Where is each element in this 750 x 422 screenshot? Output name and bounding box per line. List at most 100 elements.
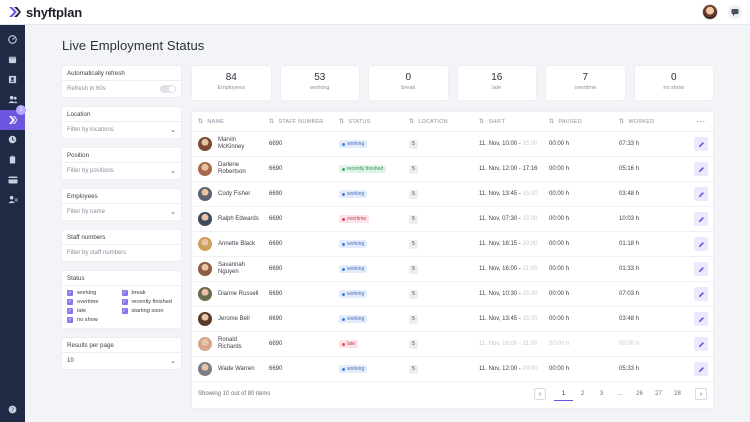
sort-icon: ⇅ (479, 119, 485, 125)
stat-overtime: 7 overtime (546, 66, 625, 100)
edit-button[interactable] (694, 162, 708, 176)
page-27[interactable]: 27 (655, 391, 662, 397)
column-paused[interactable]: ⇅ PAUSED (549, 118, 582, 126)
users-icon[interactable] (6, 93, 19, 106)
calendar-icon[interactable] (6, 53, 19, 66)
page-3[interactable]: 3 (599, 391, 604, 397)
page-28[interactable]: 28 (674, 391, 681, 397)
page-1[interactable]: 1 (554, 388, 573, 401)
column-status[interactable]: ⇅ STATUS (339, 118, 371, 126)
shift-start: 11. Nov, 16:00 - (479, 266, 523, 272)
position-select[interactable]: Filter by positions ⌄ (62, 163, 181, 179)
check-icon: ✓ (67, 290, 73, 296)
paused-time: 00:00 h (549, 316, 570, 322)
credit-card-icon[interactable] (6, 173, 19, 186)
auto-refresh-label: Refresh in 60s (67, 86, 106, 92)
status-badge: working (339, 365, 368, 373)
location-tag: 5 (409, 289, 418, 299)
staff-number: 6690 (269, 141, 283, 147)
status-checkbox-starting-soon[interactable]: ✓ starting soon (121, 308, 164, 314)
shift-start: 11. Nov, 07:30 - (479, 216, 523, 222)
status-checkbox-no-show[interactable]: ✓ no show (67, 317, 98, 323)
shift-start: 11. Nov, 10:30 - (479, 291, 523, 297)
paused-time: 00:00 h (549, 366, 570, 372)
location-select[interactable]: Filter by locations ⌄ (62, 122, 181, 138)
page-2[interactable]: 2 (580, 391, 585, 397)
employee-first-name: Savannah (218, 262, 246, 268)
status-text: working (347, 141, 365, 147)
employees-placeholder: Filter by name (67, 209, 106, 215)
worked-time: 00:00 h (619, 341, 640, 347)
edit-button[interactable] (694, 362, 708, 376)
status-checkbox-break[interactable]: ✓ break (121, 290, 146, 296)
clock-icon[interactable] (6, 133, 19, 146)
status-checkbox-late[interactable]: ✓ late (67, 308, 87, 314)
staff-numbers-input[interactable]: Filter by staff numbers (62, 245, 181, 261)
location-filter-title: Location (62, 107, 181, 122)
shift-start: 11. Nov, 12:00 - (479, 366, 523, 372)
table-row: Jerome Bell 6690 working 5 11. Nov, 13:4… (192, 307, 713, 332)
results-per-page-select[interactable]: 10 ⌄ (62, 353, 181, 369)
top-bar: shyftplan (0, 0, 750, 25)
shift-start: 11. Nov, 16:15 - (479, 241, 523, 247)
edit-button[interactable] (694, 187, 708, 201)
edit-button[interactable] (694, 212, 708, 226)
help-icon[interactable]: ? (6, 403, 19, 416)
live-status-badge: 3 (16, 105, 26, 115)
staff-number: 6690 (269, 241, 283, 247)
location-tag: 5 (409, 264, 418, 274)
dashboard-icon[interactable] (6, 33, 19, 46)
location-tag: 5 (409, 339, 418, 349)
table-body: Marvin McKinney 6690 working 5 11. Nov, 1… (192, 132, 713, 382)
staff-numbers-placeholder: Filter by staff numbers (67, 250, 127, 256)
live-status-icon[interactable]: 3 (0, 105, 26, 130)
worked-time: 05:33 h (619, 366, 640, 372)
location-tag: 5 (409, 139, 418, 149)
edit-button[interactable] (694, 337, 708, 351)
staff-numbers-filter-card: Staff numbers Filter by staff numbers (62, 230, 181, 261)
table-row: Annette Black 6690 working 5 11. Nov, 16… (192, 232, 713, 257)
chat-icon[interactable] (728, 5, 742, 19)
column-name[interactable]: ⇅ NAME (198, 118, 225, 126)
status-filter-card: Status ✓ working ✓ break ✓ overtime ✓ recent… (62, 271, 181, 328)
next-page-button[interactable]: › (695, 388, 707, 400)
edit-button[interactable] (694, 237, 708, 251)
employment-table: ⇅ NAME ⇅ STAFF NUMBER ⇅ STATUS ⇅ LOCATION ⇅ S… (192, 112, 713, 408)
user-avatar[interactable] (702, 4, 718, 20)
worked-time: 03:48 h (619, 191, 640, 197)
employee-avatar (198, 312, 212, 326)
prev-page-button[interactable]: ‹ (534, 388, 546, 400)
status-text: working (347, 266, 365, 272)
user-settings-icon[interactable] (6, 193, 19, 206)
status-checkbox-overtime[interactable]: ✓ overtime (67, 299, 99, 305)
shift-start: 11. Nov, 12:00 - (479, 166, 523, 172)
more-options-icon[interactable]: ··· (696, 117, 706, 126)
column-shift[interactable]: ⇅ SHIFT (479, 118, 506, 126)
status-filter-title: Status (62, 271, 181, 286)
employee-last-name: Nguyen (218, 269, 239, 275)
edit-button[interactable] (694, 287, 708, 301)
status-checkbox-recently-finished[interactable]: ✓ recently finished (121, 299, 172, 305)
sort-icon: ⇅ (619, 119, 625, 125)
employee-avatar (198, 137, 212, 151)
position-placeholder: Filter by positions (67, 168, 114, 174)
column-worked[interactable]: ⇅ WORKED (619, 118, 655, 126)
column-staff-number[interactable]: ⇅ STAFF NUMBER (269, 118, 324, 126)
auto-refresh-toggle[interactable] (160, 85, 176, 93)
edit-button[interactable] (694, 262, 708, 276)
employee-avatar (198, 187, 212, 201)
edit-button[interactable] (694, 312, 708, 326)
brand-logo[interactable]: shyftplan (8, 5, 82, 20)
location-tag: 5 (409, 239, 418, 249)
clipboard-icon[interactable] (6, 153, 19, 166)
employees-select[interactable]: Filter by name ⌄ (62, 204, 181, 220)
page-26[interactable]: 26 (636, 391, 643, 397)
employee-last-name: Richards (218, 344, 242, 350)
pencil-icon (698, 366, 704, 372)
status-text: working (347, 191, 365, 197)
id-card-icon[interactable] (6, 73, 19, 86)
edit-button[interactable] (694, 137, 708, 151)
staff-number: 6690 (269, 166, 283, 172)
column-location[interactable]: ⇅ LOCATION (409, 118, 448, 126)
status-checkbox-working[interactable]: ✓ working (67, 290, 97, 296)
